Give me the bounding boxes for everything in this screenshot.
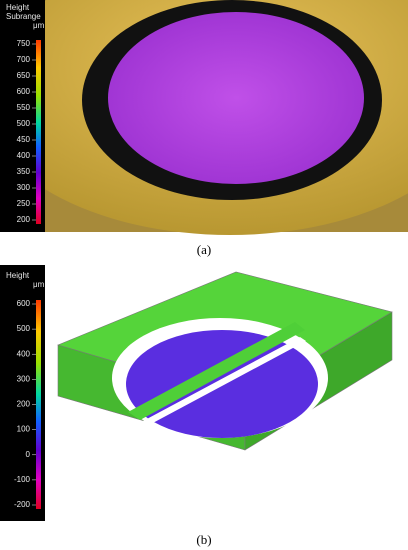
colorbar [36, 40, 41, 224]
colorbar-tick-label: 300 [17, 183, 31, 192]
colorbar-tick-label: 500 [17, 119, 31, 128]
colorbar-tick-label: 600 [17, 87, 31, 96]
panel-label: (a) [197, 242, 211, 257]
colorbar-tick-label: 500 [17, 324, 31, 333]
colorbar-tick-label: 200 [17, 400, 31, 409]
colorbar-tick-label: 750 [17, 39, 31, 48]
surface-image-a [0, 0, 408, 235]
colorbar-unit: μm [33, 21, 45, 30]
colorbar-tick-label: 400 [17, 349, 31, 358]
colorbar-tick-label: 100 [17, 425, 31, 434]
panel-label: (b) [196, 532, 211, 547]
colorbar-unit: μm [33, 280, 45, 289]
colorbar-tick-label: 300 [17, 374, 31, 383]
colorbar [36, 300, 41, 509]
colorbar-tick-label: 0 [26, 450, 31, 459]
colorbar-tick-label: 600 [17, 299, 31, 308]
colorbar-tick-label: 350 [17, 167, 31, 176]
colorbar-tick-label: 250 [17, 199, 31, 208]
colorbar-title: Subrange [6, 12, 41, 21]
colorbar-tick-label: 700 [17, 55, 31, 64]
surface-image-b [0, 265, 408, 521]
colorbar-tick-label: 650 [17, 71, 31, 80]
colorbar-tick-label: -100 [14, 475, 31, 484]
colorbar-tick-label: 550 [17, 103, 31, 112]
colorbar-tick-label: 200 [17, 215, 31, 224]
colorbar-tick-label: 450 [17, 135, 31, 144]
colorbar-tick-label: 400 [17, 151, 31, 160]
colorbar-title: Height [6, 3, 30, 12]
colorbar-title: Height [6, 271, 30, 280]
colorbar-tick-label: -200 [14, 500, 31, 509]
